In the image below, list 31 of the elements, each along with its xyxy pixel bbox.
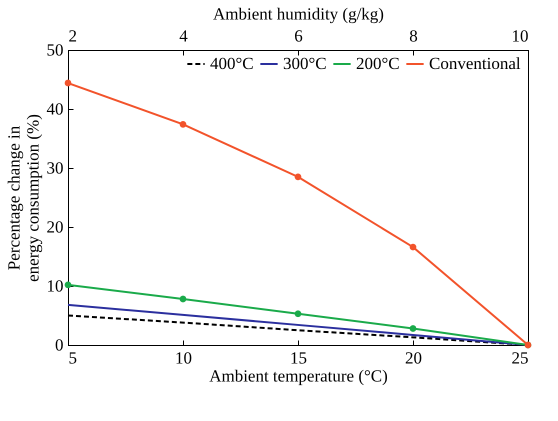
x-tick-label: 20 — [405, 348, 422, 368]
legend-label: 200°C — [356, 54, 400, 73]
x-tick-label: 5 — [68, 348, 77, 368]
legend-label: 400°C — [210, 54, 254, 73]
point — [410, 325, 416, 332]
x2-tick-label: 4 — [179, 26, 188, 46]
legend-label: Conventional — [429, 54, 521, 73]
y-tick-label: 50 — [46, 40, 64, 60]
y-tick-label: 30 — [46, 158, 64, 178]
legend-label: 300°C — [283, 54, 327, 73]
y-tick-label: 10 — [46, 276, 64, 296]
x-axis-title: Ambient temperature (°C) — [209, 366, 388, 386]
x2-tick-label: 8 — [409, 26, 418, 46]
y-tick-label: 0 — [55, 336, 64, 354]
x2-tick-label: 6 — [294, 26, 303, 46]
y-tick-label: 20 — [46, 218, 64, 236]
x-tick-label: 25 — [512, 348, 528, 368]
y-tick-label: 40 — [46, 100, 64, 118]
point — [64, 281, 72, 288]
x-tick-label: 10 — [175, 348, 192, 368]
x2-tick-label: 10 — [512, 26, 528, 46]
point — [294, 310, 302, 318]
x2-tick-label: 2 — [68, 26, 77, 46]
y-axis-title: Percentage change in energy consumption (%) — [4, 114, 42, 282]
point — [294, 174, 302, 180]
point — [180, 296, 186, 302]
x-tick-label: 15 — [290, 348, 307, 368]
point — [410, 244, 416, 250]
x2-axis-title: Ambient humidity (g/kg) — [213, 4, 384, 24]
point — [64, 80, 72, 86]
point — [180, 120, 186, 128]
